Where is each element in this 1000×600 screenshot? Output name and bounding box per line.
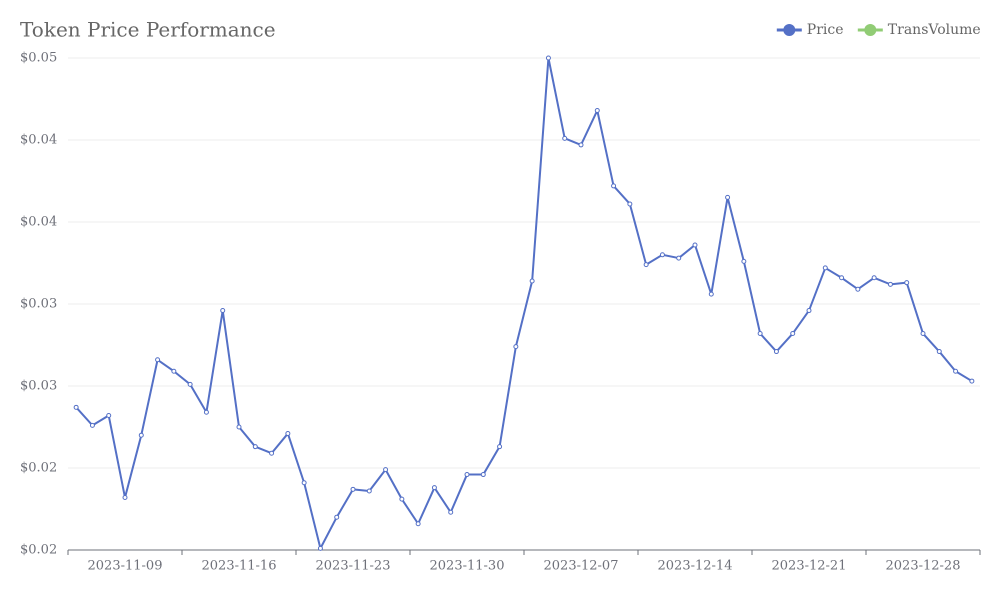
data-point: [203, 409, 209, 415]
y-tick-label: $0.03: [20, 379, 57, 394]
x-tick-label: 2023-11-16: [202, 559, 277, 574]
data-point: [171, 368, 177, 374]
data-point: [399, 496, 405, 502]
data-point: [350, 486, 356, 492]
data-point: [887, 281, 893, 287]
y-tick-label: $0.05: [20, 51, 57, 66]
x-tick-label: 2023-11-09: [88, 559, 163, 574]
data-point: [529, 278, 535, 284]
data-point: [383, 467, 389, 473]
y-tick-label: $0.02: [20, 543, 57, 558]
data-point: [285, 431, 291, 437]
data-point: [301, 480, 307, 486]
data-point: [757, 331, 763, 337]
data-point: [594, 107, 600, 113]
data-point: [122, 495, 128, 501]
data-point: [578, 142, 584, 148]
data-point: [725, 194, 731, 200]
y-tick-label: $0.02: [20, 461, 57, 476]
data-point: [431, 485, 437, 491]
data-point: [773, 349, 779, 355]
data-point: [953, 368, 959, 374]
data-point: [252, 444, 258, 450]
y-tick-label: $0.04: [20, 215, 57, 230]
data-point: [89, 422, 95, 428]
x-tick-label: 2023-11-30: [430, 559, 505, 574]
data-point: [659, 252, 665, 258]
y-tick-label: $0.04: [20, 133, 57, 148]
data-point: [871, 275, 877, 281]
x-tick-label: 2023-12-07: [544, 559, 619, 574]
data-point: [236, 424, 242, 430]
x-tick-label: 2023-12-14: [658, 559, 733, 574]
data-point: [480, 472, 486, 478]
data-point: [611, 183, 617, 189]
data-point: [513, 344, 519, 350]
data-point: [448, 509, 454, 515]
data-point: [415, 521, 421, 527]
data-point: [790, 331, 796, 337]
x-tick-label: 2023-12-28: [886, 559, 961, 574]
data-point: [220, 308, 226, 314]
legend-marker[interactable]: [864, 24, 877, 36]
data-point: [741, 258, 747, 264]
data-point: [545, 55, 551, 61]
data-point: [187, 381, 193, 387]
data-point: [806, 308, 812, 314]
data-point: [334, 514, 340, 520]
y-tick-label: $0.03: [20, 297, 57, 312]
x-tick-label: 2023-11-23: [316, 559, 391, 574]
data-point: [920, 331, 926, 337]
data-point: [497, 444, 503, 450]
data-point: [106, 413, 112, 419]
data-point: [969, 378, 975, 384]
price-line: [75, 57, 973, 550]
chart-title: Token Price Performance: [20, 18, 276, 42]
legend-label[interactable]: Price: [807, 22, 844, 38]
data-point: [155, 357, 161, 363]
data-point: [643, 262, 649, 268]
data-point: [138, 432, 144, 438]
legend-marker[interactable]: [783, 24, 796, 36]
data-point: [904, 280, 910, 286]
data-point: [839, 275, 845, 281]
data-point: [73, 404, 79, 410]
data-point: [562, 135, 568, 141]
data-point: [708, 291, 714, 297]
data-point: [822, 265, 828, 271]
data-point: [676, 255, 682, 261]
data-point: [366, 488, 372, 494]
data-point: [627, 201, 633, 207]
data-point: [464, 472, 470, 478]
data-point: [269, 450, 275, 456]
data-point: [936, 349, 942, 355]
data-point: [692, 242, 698, 248]
data-point: [317, 545, 323, 551]
data-point: [855, 286, 861, 292]
x-tick-label: 2023-12-21: [772, 559, 847, 574]
legend-label[interactable]: TransVolume: [888, 22, 981, 38]
